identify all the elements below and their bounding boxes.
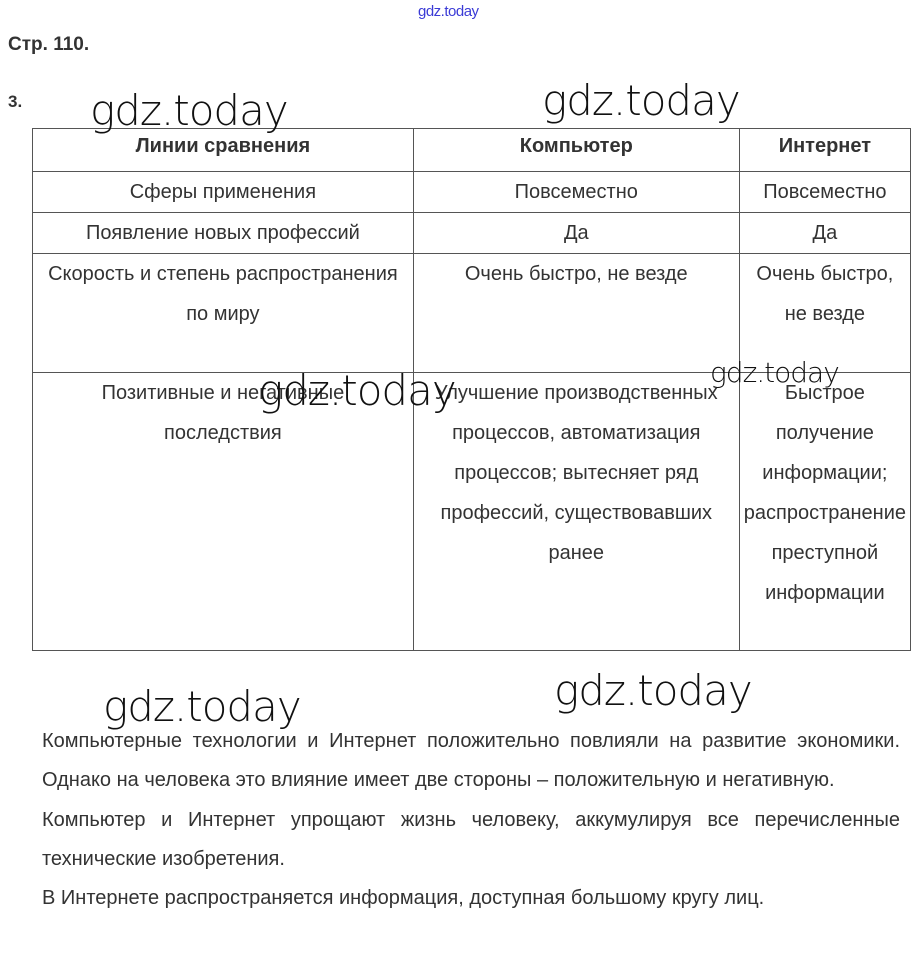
paragraph: Компьютерные технологии и Интернет полож… [42, 730, 900, 792]
table-header-row: Линии сравнения Компьютер Интернет [32, 128, 912, 172]
table-cell: Повсеместно [412, 171, 740, 213]
table-row: Сферы применения Повсеместно Повсеместно [32, 171, 912, 213]
table-cell: Появление новых профессий [32, 212, 414, 254]
table-cell: Очень быстро, не везде [412, 253, 740, 373]
paragraph: В Интернете распространяется информация,… [42, 887, 765, 910]
watermark: gdz.today [103, 682, 302, 731]
table-header: Компьютер [412, 128, 740, 172]
table-row: Скорость и степень распространения по ми… [32, 253, 912, 373]
table-cell: Повсеместно [738, 171, 912, 213]
table-cell: Улучшение производственных процессов, ав… [412, 372, 740, 651]
table-cell: Позитивные и негативные последствия [32, 372, 414, 651]
table-header: Линии сравнения [32, 128, 414, 172]
watermark: gdz.today [710, 356, 840, 389]
comparison-table: Линии сравнения Компьютер Интернет Сферы… [32, 128, 912, 651]
watermark-top: gdz.today [418, 3, 479, 20]
watermark: gdz.today [258, 366, 457, 415]
table-cell: Очень быстро, не везде [738, 253, 912, 373]
table-row: Появление новых профессий Да Да [32, 212, 912, 254]
table-row: Позитивные и негативные последствия Улуч… [32, 372, 912, 651]
table-cell: Да [412, 212, 740, 254]
paragraph: Компьютер и Интернет упрощают жизнь чело… [42, 808, 900, 870]
table-cell: Да [738, 212, 912, 254]
page-label: Стр. 110. [8, 34, 90, 55]
table-cell: Сферы применения [32, 171, 414, 213]
table-header: Интернет [738, 128, 912, 172]
answer-text: Компьютерные технологии и Интернет полож… [42, 722, 900, 918]
task-number: 3. [8, 92, 23, 111]
watermark: gdz.today [90, 86, 289, 135]
table-cell: Быстрое получение информации; распростра… [738, 372, 912, 651]
watermark: gdz.today [542, 76, 741, 125]
table-cell: Скорость и степень распространения по ми… [32, 253, 414, 373]
watermark: gdz.today [554, 666, 753, 715]
